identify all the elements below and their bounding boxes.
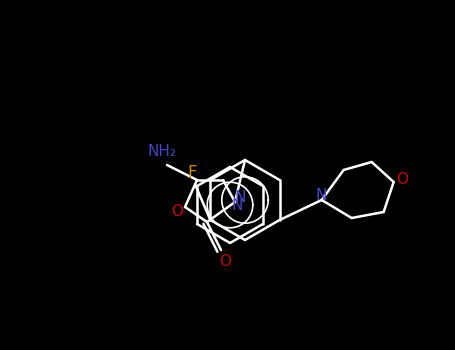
Text: N: N <box>234 190 246 205</box>
Text: O: O <box>171 203 183 218</box>
Text: N: N <box>316 189 327 203</box>
Text: N: N <box>231 198 243 214</box>
Text: O: O <box>396 172 408 187</box>
Text: NH₂: NH₂ <box>147 144 177 159</box>
Text: F: F <box>187 164 197 182</box>
Text: O: O <box>219 254 231 270</box>
